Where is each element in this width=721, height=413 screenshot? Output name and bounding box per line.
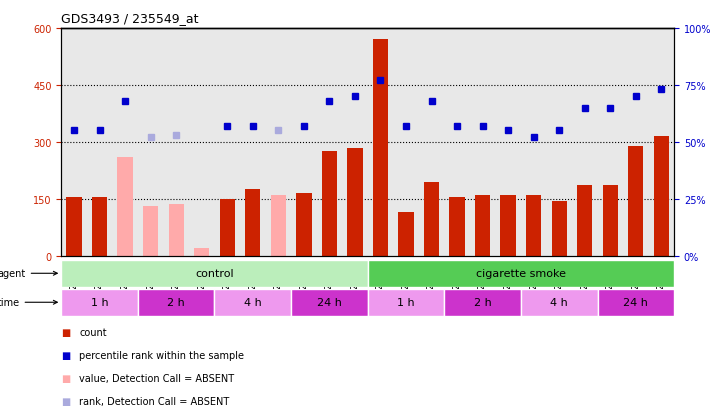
Bar: [598, 289, 674, 316]
Bar: [348, 148, 363, 256]
Bar: [215, 289, 291, 316]
Bar: [449, 197, 465, 256]
Text: ■: ■: [61, 350, 71, 360]
Bar: [92, 197, 107, 256]
Bar: [220, 199, 235, 256]
Bar: [444, 289, 521, 316]
Text: count: count: [79, 328, 107, 337]
Bar: [521, 289, 598, 316]
Bar: [194, 249, 209, 256]
Bar: [552, 201, 567, 256]
Bar: [270, 195, 286, 256]
Text: value, Detection Call = ABSENT: value, Detection Call = ABSENT: [79, 373, 234, 383]
Bar: [169, 205, 184, 256]
Bar: [291, 289, 368, 316]
Bar: [368, 260, 674, 287]
Bar: [322, 152, 337, 256]
Bar: [398, 213, 414, 256]
Text: 4 h: 4 h: [550, 297, 568, 308]
Text: ■: ■: [61, 373, 71, 383]
Bar: [61, 289, 138, 316]
Bar: [373, 40, 388, 256]
Text: 24 h: 24 h: [624, 297, 648, 308]
Text: GDS3493 / 235549_at: GDS3493 / 235549_at: [61, 12, 199, 25]
Text: 2 h: 2 h: [474, 297, 492, 308]
Bar: [526, 195, 541, 256]
Text: cigarette smoke: cigarette smoke: [476, 268, 566, 279]
Bar: [654, 137, 669, 256]
Text: 4 h: 4 h: [244, 297, 262, 308]
Text: ■: ■: [61, 396, 71, 406]
Text: 2 h: 2 h: [167, 297, 185, 308]
Bar: [500, 195, 516, 256]
Text: ■: ■: [61, 328, 71, 337]
Bar: [577, 186, 593, 256]
Bar: [628, 146, 644, 256]
Bar: [296, 194, 311, 256]
Bar: [118, 158, 133, 256]
Text: 1 h: 1 h: [397, 297, 415, 308]
Bar: [143, 207, 159, 256]
Bar: [603, 186, 618, 256]
Bar: [66, 197, 81, 256]
Text: 24 h: 24 h: [317, 297, 342, 308]
Bar: [138, 289, 215, 316]
Text: control: control: [195, 268, 234, 279]
Text: 1 h: 1 h: [91, 297, 108, 308]
Text: agent: agent: [0, 268, 57, 279]
Bar: [61, 260, 368, 287]
Bar: [368, 289, 444, 316]
Text: percentile rank within the sample: percentile rank within the sample: [79, 350, 244, 360]
Bar: [475, 195, 490, 256]
Bar: [245, 190, 260, 256]
Text: rank, Detection Call = ABSENT: rank, Detection Call = ABSENT: [79, 396, 229, 406]
Bar: [424, 182, 439, 256]
Text: time: time: [0, 297, 57, 308]
